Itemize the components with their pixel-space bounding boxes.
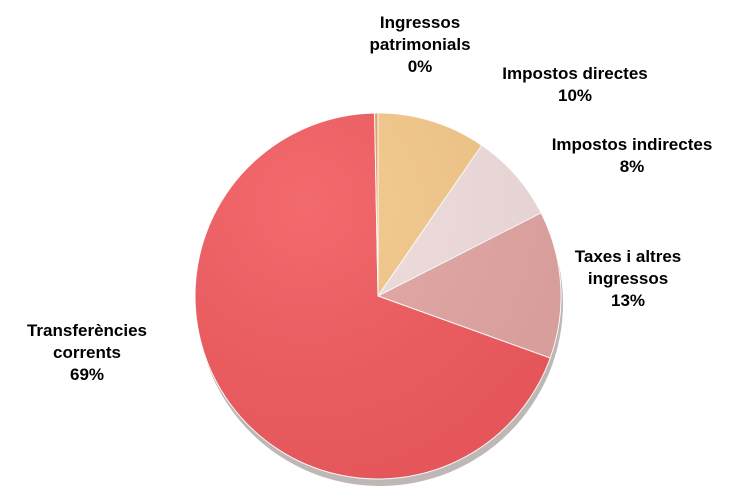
slice-label-impostos-indirectes: Impostos indirectes 8% (552, 135, 713, 176)
slice-label-ingressos-patrimonials: Ingressos patrimonials 0% (369, 13, 470, 76)
slice-label-impostos-directes: Impostos directes 10% (502, 64, 648, 105)
pie-labels: Impostos directes 10% Impostos indirectes 8… (27, 13, 712, 384)
slice-label-taxes-i-altres-ingressos: Taxes i altres ingressos 13% (575, 247, 681, 310)
pie-slices (194, 112, 562, 480)
slice-label-transfer-ncies-corrents: Transferències corrents 69% (27, 321, 147, 384)
